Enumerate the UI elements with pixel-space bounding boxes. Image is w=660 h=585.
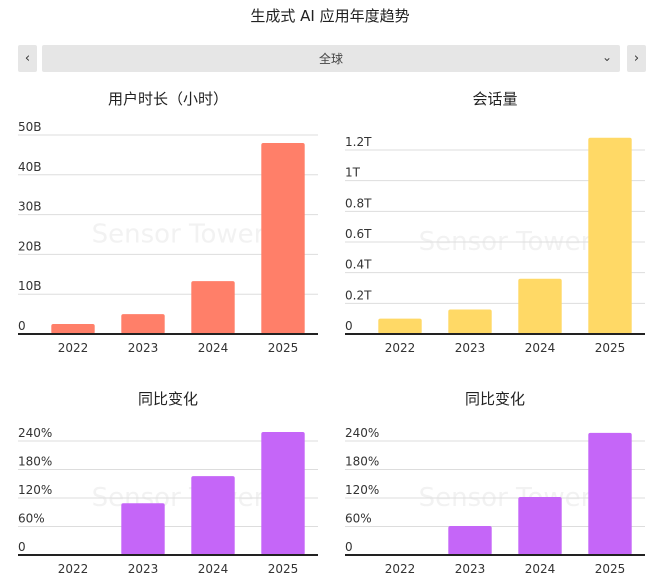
x-tick-label: 2025 xyxy=(595,341,626,355)
bar xyxy=(588,137,632,334)
x-tick-label: 2024 xyxy=(198,341,229,355)
y-tick-label: 0 xyxy=(18,319,26,333)
bar xyxy=(51,324,95,334)
y-tick-label: 240% xyxy=(18,426,52,440)
bar xyxy=(261,142,305,334)
y-tick-label: 0.8T xyxy=(345,196,372,210)
x-tick-label: 2023 xyxy=(455,341,486,355)
x-tick-label: 2024 xyxy=(525,562,556,576)
x-tick-label: 2024 xyxy=(525,341,556,355)
bar xyxy=(121,314,165,334)
bar xyxy=(261,431,305,555)
y-tick-label: 0 xyxy=(345,540,353,554)
x-tick-label: 2025 xyxy=(595,562,626,576)
y-tick-label: 0 xyxy=(18,540,26,554)
y-tick-label: 20B xyxy=(18,239,42,253)
y-tick-label: 0.6T xyxy=(345,227,372,241)
chevron-right-icon: › xyxy=(633,51,640,66)
next-button[interactable]: › xyxy=(627,45,646,72)
region-select-value: 全球 xyxy=(318,52,343,66)
bar xyxy=(191,476,235,555)
x-tick-label: 2022 xyxy=(385,562,416,576)
chevron-left-icon: ‹ xyxy=(24,51,31,66)
chart-title: 同比变化 xyxy=(138,390,198,408)
x-tick-label: 2024 xyxy=(198,562,229,576)
chart-title: 用户时长（小时） xyxy=(108,90,228,108)
x-tick-label: 2023 xyxy=(455,562,486,576)
y-tick-label: 180% xyxy=(18,455,52,469)
y-tick-label: 0.2T xyxy=(345,288,372,302)
y-tick-label: 120% xyxy=(345,483,379,497)
y-tick-label: 1T xyxy=(345,166,361,180)
y-tick-label: 120% xyxy=(18,483,52,497)
bar xyxy=(448,309,492,334)
chevron-down-icon: ⌄ xyxy=(601,50,612,64)
y-tick-label: 0.4T xyxy=(345,258,372,272)
bar xyxy=(121,503,165,555)
x-tick-label: 2023 xyxy=(128,562,159,576)
chart-title: 会话量 xyxy=(472,90,517,108)
y-tick-label: 50B xyxy=(18,120,42,134)
bar xyxy=(588,432,632,555)
x-tick-label: 2022 xyxy=(58,341,89,355)
page-title: 生成式 AI 应用年度趋势 xyxy=(250,7,410,25)
bar xyxy=(191,281,235,334)
bar xyxy=(448,526,492,555)
region-select[interactable]: 全球 ⌄ xyxy=(42,45,620,72)
bar xyxy=(518,497,562,555)
prev-button[interactable]: ‹ xyxy=(18,45,37,72)
x-tick-label: 2025 xyxy=(268,562,299,576)
y-tick-label: 60% xyxy=(18,512,45,526)
x-tick-label: 2022 xyxy=(58,562,89,576)
x-tick-label: 2025 xyxy=(268,341,299,355)
bar xyxy=(518,278,562,334)
x-tick-label: 2022 xyxy=(385,341,416,355)
chart-title: 同比变化 xyxy=(465,390,525,408)
y-tick-label: 0 xyxy=(345,319,353,333)
y-tick-label: 240% xyxy=(345,426,379,440)
x-tick-label: 2023 xyxy=(128,341,159,355)
watermark: Sensor Tower xyxy=(92,220,265,250)
y-tick-label: 30B xyxy=(18,200,42,214)
y-tick-label: 60% xyxy=(345,512,372,526)
y-tick-label: 10B xyxy=(18,279,42,293)
y-tick-label: 40B xyxy=(18,160,42,174)
y-tick-label: 1.2T xyxy=(345,135,372,149)
bar xyxy=(378,318,422,334)
y-tick-label: 180% xyxy=(345,455,379,469)
